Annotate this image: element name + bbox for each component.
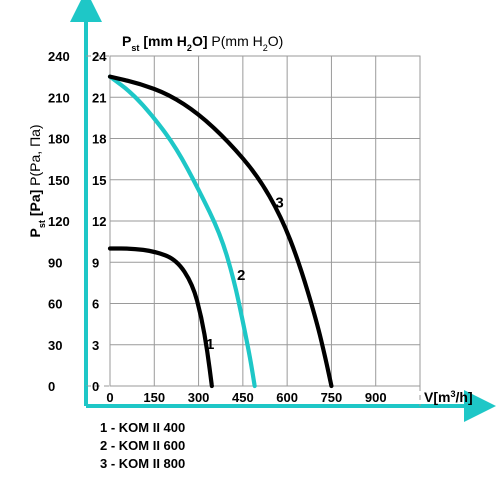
y-tick-pa: 240 [48,49,70,64]
y-tick-pa: 0 [48,379,55,394]
y-tick-pa: 120 [48,214,70,229]
legend-item-2: 2 - KOM II 600 [100,438,185,453]
curve-label-3: 3 [275,194,283,211]
y-tick-mm: 18 [92,132,106,147]
curve-label-1: 1 [206,336,214,353]
y-tick-mm: 21 [92,90,106,105]
y-tick-pa: 180 [48,132,70,147]
x-tick: 600 [276,390,298,405]
y-axis-title-pa: Pst [Pa] P(Pa, Па) [27,124,47,237]
x-axis-title: V[m3/h] [424,389,473,405]
y-tick-mm: 12 [92,214,106,229]
y-tick-mm: 0 [92,379,99,394]
y-tick-pa: 210 [48,90,70,105]
curve-label-2: 2 [237,267,245,284]
y-tick-mm: 24 [92,49,107,64]
x-tick: 450 [232,390,254,405]
y-axis-title-mm: Pst [mm H2O] P(mm H2O) [122,33,283,53]
pressure-flow-chart: 0306090120150180210240036912151821240150… [0,0,503,503]
x-tick: 750 [321,390,343,405]
y-tick-pa: 60 [48,297,62,312]
x-tick: 300 [188,390,210,405]
y-tick-pa: 30 [48,338,62,353]
y-tick-mm: 15 [92,173,106,188]
legend-item-3: 3 - KOM II 800 [100,456,185,471]
chart-container: 0306090120150180210240036912151821240150… [0,0,503,503]
x-tick: 0 [106,390,113,405]
y-tick-mm: 9 [92,255,99,270]
x-tick: 900 [365,390,387,405]
legend-item-1: 1 - KOM II 400 [100,420,185,435]
x-tick: 150 [143,390,165,405]
y-tick-pa: 150 [48,173,70,188]
y-tick-mm: 6 [92,297,99,312]
y-tick-pa: 90 [48,255,62,270]
y-tick-mm: 3 [92,338,99,353]
